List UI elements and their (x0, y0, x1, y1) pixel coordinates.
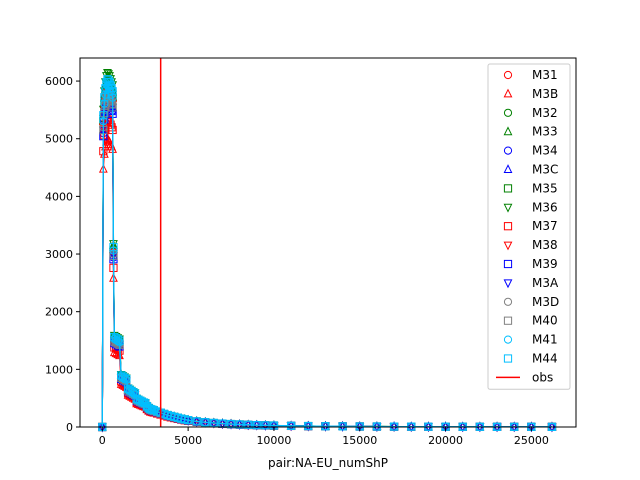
legend-label-M34: M34 (532, 144, 558, 158)
series-point-M44 (108, 87, 117, 96)
series-point-M44 (147, 405, 157, 414)
series-point-M44 (184, 416, 193, 425)
series-point-M44 (201, 418, 210, 427)
legend-marker-M39 (503, 259, 513, 269)
legend-marker-M3D (503, 297, 513, 306)
series-M44 (98, 75, 557, 432)
legend-marker-M3B (503, 88, 513, 98)
series-point-M44 (115, 336, 124, 345)
series-point-M44 (252, 420, 261, 430)
legend-marker-M34 (503, 146, 513, 155)
series-point-M44 (304, 421, 313, 431)
y-axis-ticks: 0 1000 2000 3000 4000 5000 6000 (45, 75, 80, 434)
x-axis-label: pair:NA-EU_numShP (268, 456, 388, 470)
x-axis-ticks: 0 5000 10000 15000 20000 25000 (99, 427, 549, 447)
legend-label-M44: M44 (532, 352, 558, 366)
legend-label-M38: M38 (532, 238, 558, 252)
legend-label-M31: M31 (532, 68, 558, 82)
series-point-M44 (99, 111, 108, 120)
legend-label-M3A: M3A (532, 276, 559, 290)
legend-marker-M41 (503, 335, 513, 344)
series-point-M44 (100, 93, 109, 102)
series-point-M44 (338, 422, 347, 431)
legend-marker-M36 (503, 203, 513, 213)
legend-label-M36: M36 (532, 200, 558, 214)
series-point-M44 (244, 420, 253, 429)
x-tick-label: 15000 (342, 434, 377, 447)
legend-label-M3D: M3D (532, 295, 559, 309)
legend-marker-M3A (503, 279, 513, 289)
legend-label-obs: obs (532, 370, 553, 384)
legend-label-M39: M39 (532, 257, 558, 271)
x-tick-label: 5000 (174, 434, 202, 447)
series-point-M44 (106, 81, 115, 90)
legend-marker-M44 (503, 354, 513, 363)
y-tick-label: 5000 (45, 133, 73, 146)
series-point-M44 (192, 417, 201, 426)
series-point-M41 (104, 82, 113, 92)
series-point-M44 (104, 76, 113, 85)
legend-marker-M3C (503, 164, 513, 173)
legend-label-M40: M40 (532, 314, 558, 328)
legend-marker-M31 (503, 70, 513, 80)
x-tick-label: 20000 (428, 434, 463, 447)
y-tick-label: 3000 (45, 248, 73, 261)
x-tick-label: 10000 (256, 434, 291, 447)
series-point-M44 (120, 373, 129, 382)
legend-marker-M40 (503, 316, 513, 325)
legend-marker-M33 (503, 126, 513, 136)
series-point-M44 (109, 243, 118, 252)
y-tick-label: 6000 (45, 75, 73, 88)
series-point-M44 (103, 75, 112, 84)
legend-marker-M37 (503, 222, 513, 231)
y-tick-label: 2000 (45, 306, 73, 319)
legend: M31 M3B M32 M33 M34 M3C M35 M36 M37 M38 M39 M3A M3D M… (487, 63, 571, 390)
legend-marker-M32 (503, 108, 513, 117)
series-point-M44 (321, 422, 330, 431)
legend-label-M37: M37 (532, 219, 558, 233)
series-point-M44 (107, 84, 116, 93)
series-point-M44 (226, 419, 236, 429)
series-point-M44 (261, 421, 270, 430)
series-point-M44 (287, 421, 296, 430)
series-point-M3B (99, 148, 109, 158)
legend-label-M3C: M3C (532, 163, 558, 177)
y-tick-label: 4000 (45, 190, 73, 203)
legend-label-M33: M33 (532, 125, 558, 139)
legend-label-M32: M32 (532, 106, 558, 120)
y-tick-label: 0 (66, 421, 73, 434)
series-point-M44 (235, 420, 244, 429)
y-tick-label: 1000 (45, 363, 73, 376)
legend-marker-M38 (503, 241, 513, 251)
x-tick-label: 0 (99, 434, 106, 447)
legend-marker-M35 (503, 184, 513, 193)
x-tick-label: 25000 (514, 434, 549, 447)
legend-label-M41: M41 (532, 333, 558, 347)
series-point-M44 (122, 374, 131, 384)
series-point-M37 (107, 123, 116, 132)
legend-box (487, 63, 571, 390)
series-point-M44 (113, 335, 122, 344)
legend-label-M3B: M3B (532, 87, 558, 101)
axes-frame (79, 57, 577, 428)
series-point-M44 (105, 78, 114, 87)
legend-label-M35: M35 (532, 181, 558, 195)
